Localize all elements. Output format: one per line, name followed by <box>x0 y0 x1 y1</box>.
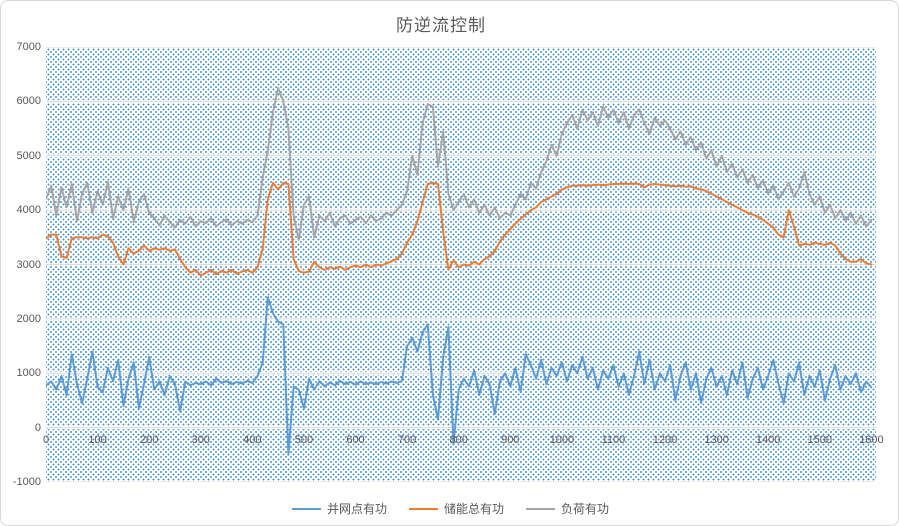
plot-area <box>46 47 876 482</box>
legend-line-swatch <box>408 507 438 510</box>
y-tick-label: 5000 <box>16 149 41 162</box>
legend-line-swatch <box>291 507 321 510</box>
y-tick-label: -1000 <box>12 476 41 488</box>
legend-line-swatch <box>526 507 555 510</box>
y-tick-label: 1000 <box>16 367 41 380</box>
legend-label: 储能总有功 <box>443 502 504 516</box>
y-tick-label: 4000 <box>16 204 41 217</box>
legend: 并网点有功 储能总有功 负荷有功 <box>1 500 898 517</box>
y-tick-label: 6000 <box>16 95 41 108</box>
y-tick-label: 0 <box>34 421 41 434</box>
y-tick-label: 7000 <box>16 41 41 53</box>
y-axis-tick-labels: 7000 6000 5000 4000 3000 2000 1000 0 -1000 <box>1 1 41 525</box>
series-lines <box>46 47 876 482</box>
legend-label: 负荷有功 <box>561 502 610 516</box>
series-line-1 <box>46 181 873 277</box>
chart-title: 防逆流控制 <box>396 16 486 35</box>
legend-item-1[interactable]: 储能总有功 <box>408 500 504 517</box>
series-line-2 <box>46 86 873 241</box>
y-tick-label: 2000 <box>16 312 41 325</box>
legend-item-2[interactable]: 负荷有功 <box>526 500 609 517</box>
legend-label: 并网点有功 <box>326 502 387 516</box>
series-line-0 <box>46 296 873 456</box>
y-tick-label: 3000 <box>16 258 41 271</box>
legend-item-0[interactable]: 并网点有功 <box>291 500 387 517</box>
